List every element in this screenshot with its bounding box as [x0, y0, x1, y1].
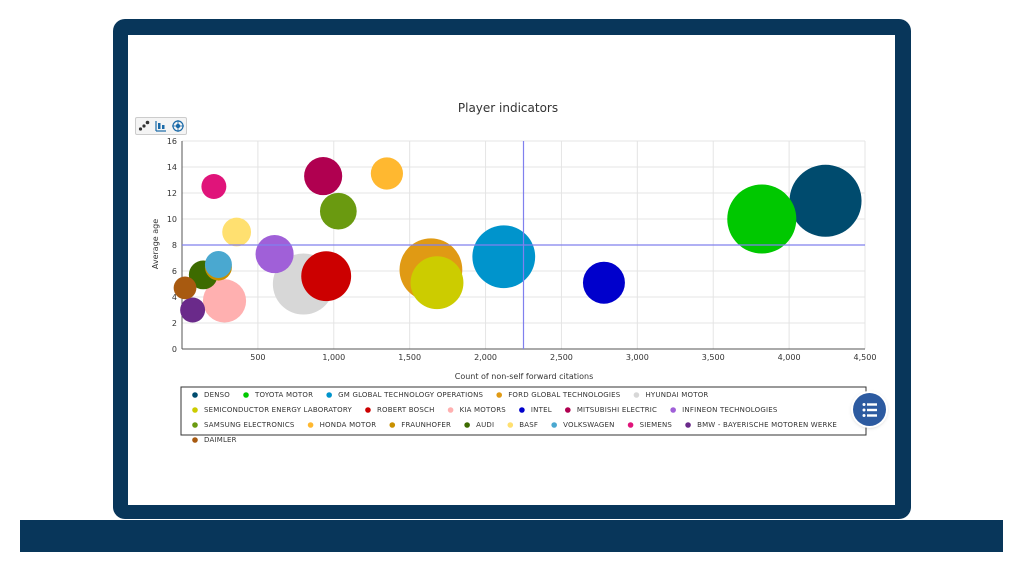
legend-marker [628, 422, 634, 428]
x-tick-label: 3,500 [702, 353, 725, 362]
legend-label: KIA MOTORS [460, 406, 507, 414]
legend-label: AUDI [476, 421, 494, 429]
legend-label: TOYOTA MOTOR [254, 391, 313, 399]
legend-item[interactable]: SAMSUNG ELECTRONICS [192, 421, 295, 429]
legend-item[interactable]: FORD GLOBAL TECHNOLOGIES [496, 391, 620, 399]
scatter-mode-icon[interactable] [138, 120, 150, 132]
bubble-point[interactable] [790, 165, 862, 237]
legend-label: DENSO [204, 391, 230, 399]
x-tick-label: 3,000 [626, 353, 649, 362]
legend-marker [496, 392, 502, 398]
legend-marker [389, 422, 395, 428]
x-axis-title: Count of non-self forward citations [455, 372, 594, 381]
x-tick-label: 4,000 [778, 353, 801, 362]
bubble-point[interactable] [301, 251, 351, 301]
bubble-point[interactable] [256, 235, 294, 273]
legend-label: SEMICONDUCTOR ENERGY LABORATORY [204, 406, 352, 414]
bubble-point[interactable] [411, 256, 464, 309]
legend-marker [192, 422, 198, 428]
legend-label: INFINEON TECHNOLOGIES [682, 406, 778, 414]
legend-marker [448, 407, 454, 413]
legend-label: ROBERT BOSCH [377, 406, 435, 414]
legend-marker [326, 392, 332, 398]
legend-label: FORD GLOBAL TECHNOLOGIES [508, 391, 621, 399]
legend-label: BASF [519, 421, 538, 429]
bubble-point[interactable] [472, 225, 535, 288]
legend-label: SIEMENS [640, 421, 673, 429]
legend-marker [192, 437, 198, 443]
legend-marker [565, 407, 571, 413]
bubble-point[interactable] [583, 262, 625, 304]
legend-marker [192, 407, 198, 413]
list-icon [861, 401, 879, 419]
legend-item[interactable]: MITSUBISHI ELECTRIC [565, 406, 657, 414]
legend-marker [507, 422, 513, 428]
legend-marker [634, 392, 640, 398]
x-tick-label: 4,500 [854, 353, 877, 362]
x-tick-label: 2,000 [474, 353, 497, 362]
y-tick-label: 0 [172, 345, 177, 354]
y-tick-label: 2 [172, 319, 177, 328]
legend-marker [243, 392, 249, 398]
y-tick-label: 8 [172, 241, 177, 250]
legend-label: HONDA MOTOR [320, 421, 377, 429]
legend-label: MITSUBISHI ELECTRIC [577, 406, 657, 414]
legend-item[interactable]: SEMICONDUCTOR ENERGY LABORATORY [192, 406, 352, 414]
legend-label: HYUNDAI MOTOR [645, 391, 708, 399]
legend-marker [464, 422, 470, 428]
legend-item[interactable]: HYUNDAI MOTOR [634, 391, 709, 399]
legend-label: SAMSUNG ELECTRONICS [204, 421, 295, 429]
legend-label: VOLKSWAGEN [563, 421, 614, 429]
legend-item[interactable]: INFINEON TECHNOLOGIES [670, 406, 777, 414]
y-tick-label: 12 [167, 189, 177, 198]
x-tick-label: 2,500 [550, 353, 573, 362]
bubble-point[interactable] [180, 298, 205, 323]
legend-marker [670, 407, 676, 413]
x-tick-label: 1,500 [398, 353, 421, 362]
legend-item[interactable]: DAIMLER [192, 436, 237, 444]
bubble-point[interactable] [727, 184, 796, 253]
x-tick-label: 500 [250, 353, 265, 362]
bubble-point[interactable] [174, 277, 197, 300]
bubble-point[interactable] [222, 218, 251, 247]
legend-item[interactable]: BMW - BAYERISCHE MOTOREN WERKE [685, 421, 837, 429]
target-icon[interactable] [172, 120, 184, 132]
bubble-point[interactable] [205, 251, 232, 278]
y-tick-label: 6 [172, 267, 177, 276]
legend-toggle-button[interactable] [853, 393, 886, 426]
legend-marker [308, 422, 314, 428]
legend-label: FRAUNHOFER [401, 421, 451, 429]
legend-item[interactable]: GM GLOBAL TECHNOLOGY OPERATIONS [326, 391, 483, 399]
legend-marker [365, 407, 371, 413]
y-tick-label: 14 [167, 163, 177, 172]
bubble-point[interactable] [320, 193, 357, 230]
bubble-point[interactable] [304, 157, 342, 195]
bubble-point[interactable] [371, 157, 403, 189]
y-tick-label: 10 [167, 215, 177, 224]
x-tick-label: 1,000 [322, 353, 345, 362]
legend-label: DAIMLER [204, 436, 237, 444]
legend-label: GM GLOBAL TECHNOLOGY OPERATIONS [338, 391, 483, 399]
legend-marker [519, 407, 525, 413]
legend-marker [685, 422, 691, 428]
chart-toolbar [135, 117, 187, 135]
grid-settings-icon[interactable] [155, 120, 167, 132]
chart-title: Player indicators [458, 101, 558, 115]
y-tick-label: 16 [167, 137, 177, 146]
y-axis-title: Average age [151, 219, 160, 269]
legend-marker [192, 392, 198, 398]
legend-marker [551, 422, 557, 428]
bubble-point[interactable] [201, 174, 226, 199]
legend-label: BMW - BAYERISCHE MOTOREN WERKE [697, 421, 837, 429]
legend-label: INTEL [531, 406, 552, 414]
